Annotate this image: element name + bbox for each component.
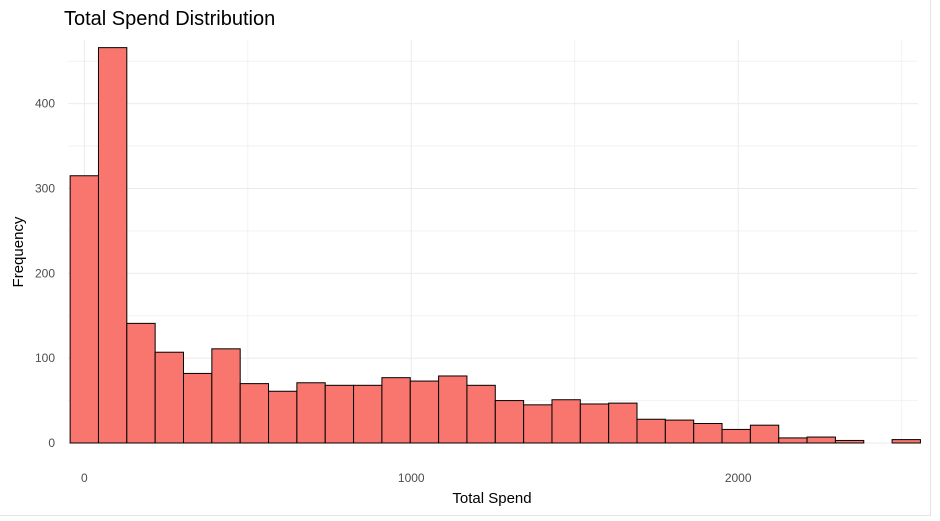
y-tick-label: 400 bbox=[35, 97, 55, 111]
histogram-bar bbox=[693, 422, 723, 444]
histogram-bar bbox=[296, 382, 326, 444]
y-tick-label: 100 bbox=[35, 351, 55, 365]
histogram-bar bbox=[97, 47, 128, 444]
histogram-bar bbox=[381, 377, 411, 444]
histogram-bar bbox=[154, 351, 185, 444]
x-tick-label: 0 bbox=[81, 471, 88, 485]
histogram-bar bbox=[608, 402, 638, 444]
histogram-bar bbox=[806, 436, 836, 444]
x-tick-label: 1000 bbox=[398, 471, 425, 485]
x-tick-labels: 0 1000 2000 bbox=[81, 471, 752, 485]
histogram-bar bbox=[324, 384, 355, 444]
histogram-chart: 0 1000 2000 0 100 200 300 400 Total Spend Freq… bbox=[10, 40, 921, 507]
x-tick-label: 2000 bbox=[725, 471, 752, 485]
histogram-bars bbox=[69, 47, 921, 444]
histogram-bar bbox=[636, 418, 666, 444]
y-tick-label: 200 bbox=[35, 266, 55, 280]
histogram-bar bbox=[239, 383, 270, 444]
histogram-bar bbox=[523, 404, 553, 444]
histogram-bar bbox=[721, 428, 751, 444]
y-tick-labels: 0 100 200 300 400 bbox=[35, 97, 55, 450]
y-tick-label: 0 bbox=[48, 436, 55, 450]
histogram-bar bbox=[466, 384, 496, 444]
histogram-bar bbox=[579, 403, 610, 444]
histogram-bar bbox=[409, 380, 440, 444]
histogram-bar bbox=[126, 322, 156, 444]
histogram-bar bbox=[353, 384, 383, 444]
chart-title: Total Spend Distribution bbox=[64, 8, 276, 30]
histogram-bar bbox=[834, 439, 865, 444]
histogram-bar bbox=[749, 424, 780, 444]
histogram-bar bbox=[268, 390, 298, 444]
y-axis-title: Frequency bbox=[10, 216, 27, 287]
histogram-bar bbox=[664, 419, 695, 444]
y-tick-label: 300 bbox=[35, 181, 55, 195]
x-axis-title: Total Spend bbox=[452, 490, 531, 507]
histogram-bar bbox=[494, 400, 525, 444]
histogram-bar bbox=[211, 348, 241, 444]
histogram-bar bbox=[891, 439, 921, 444]
histogram-bar bbox=[183, 372, 213, 444]
histogram-bar bbox=[551, 399, 581, 444]
histogram-bar bbox=[778, 437, 808, 444]
histogram-bar bbox=[69, 175, 99, 444]
histogram-bar bbox=[438, 375, 468, 444]
